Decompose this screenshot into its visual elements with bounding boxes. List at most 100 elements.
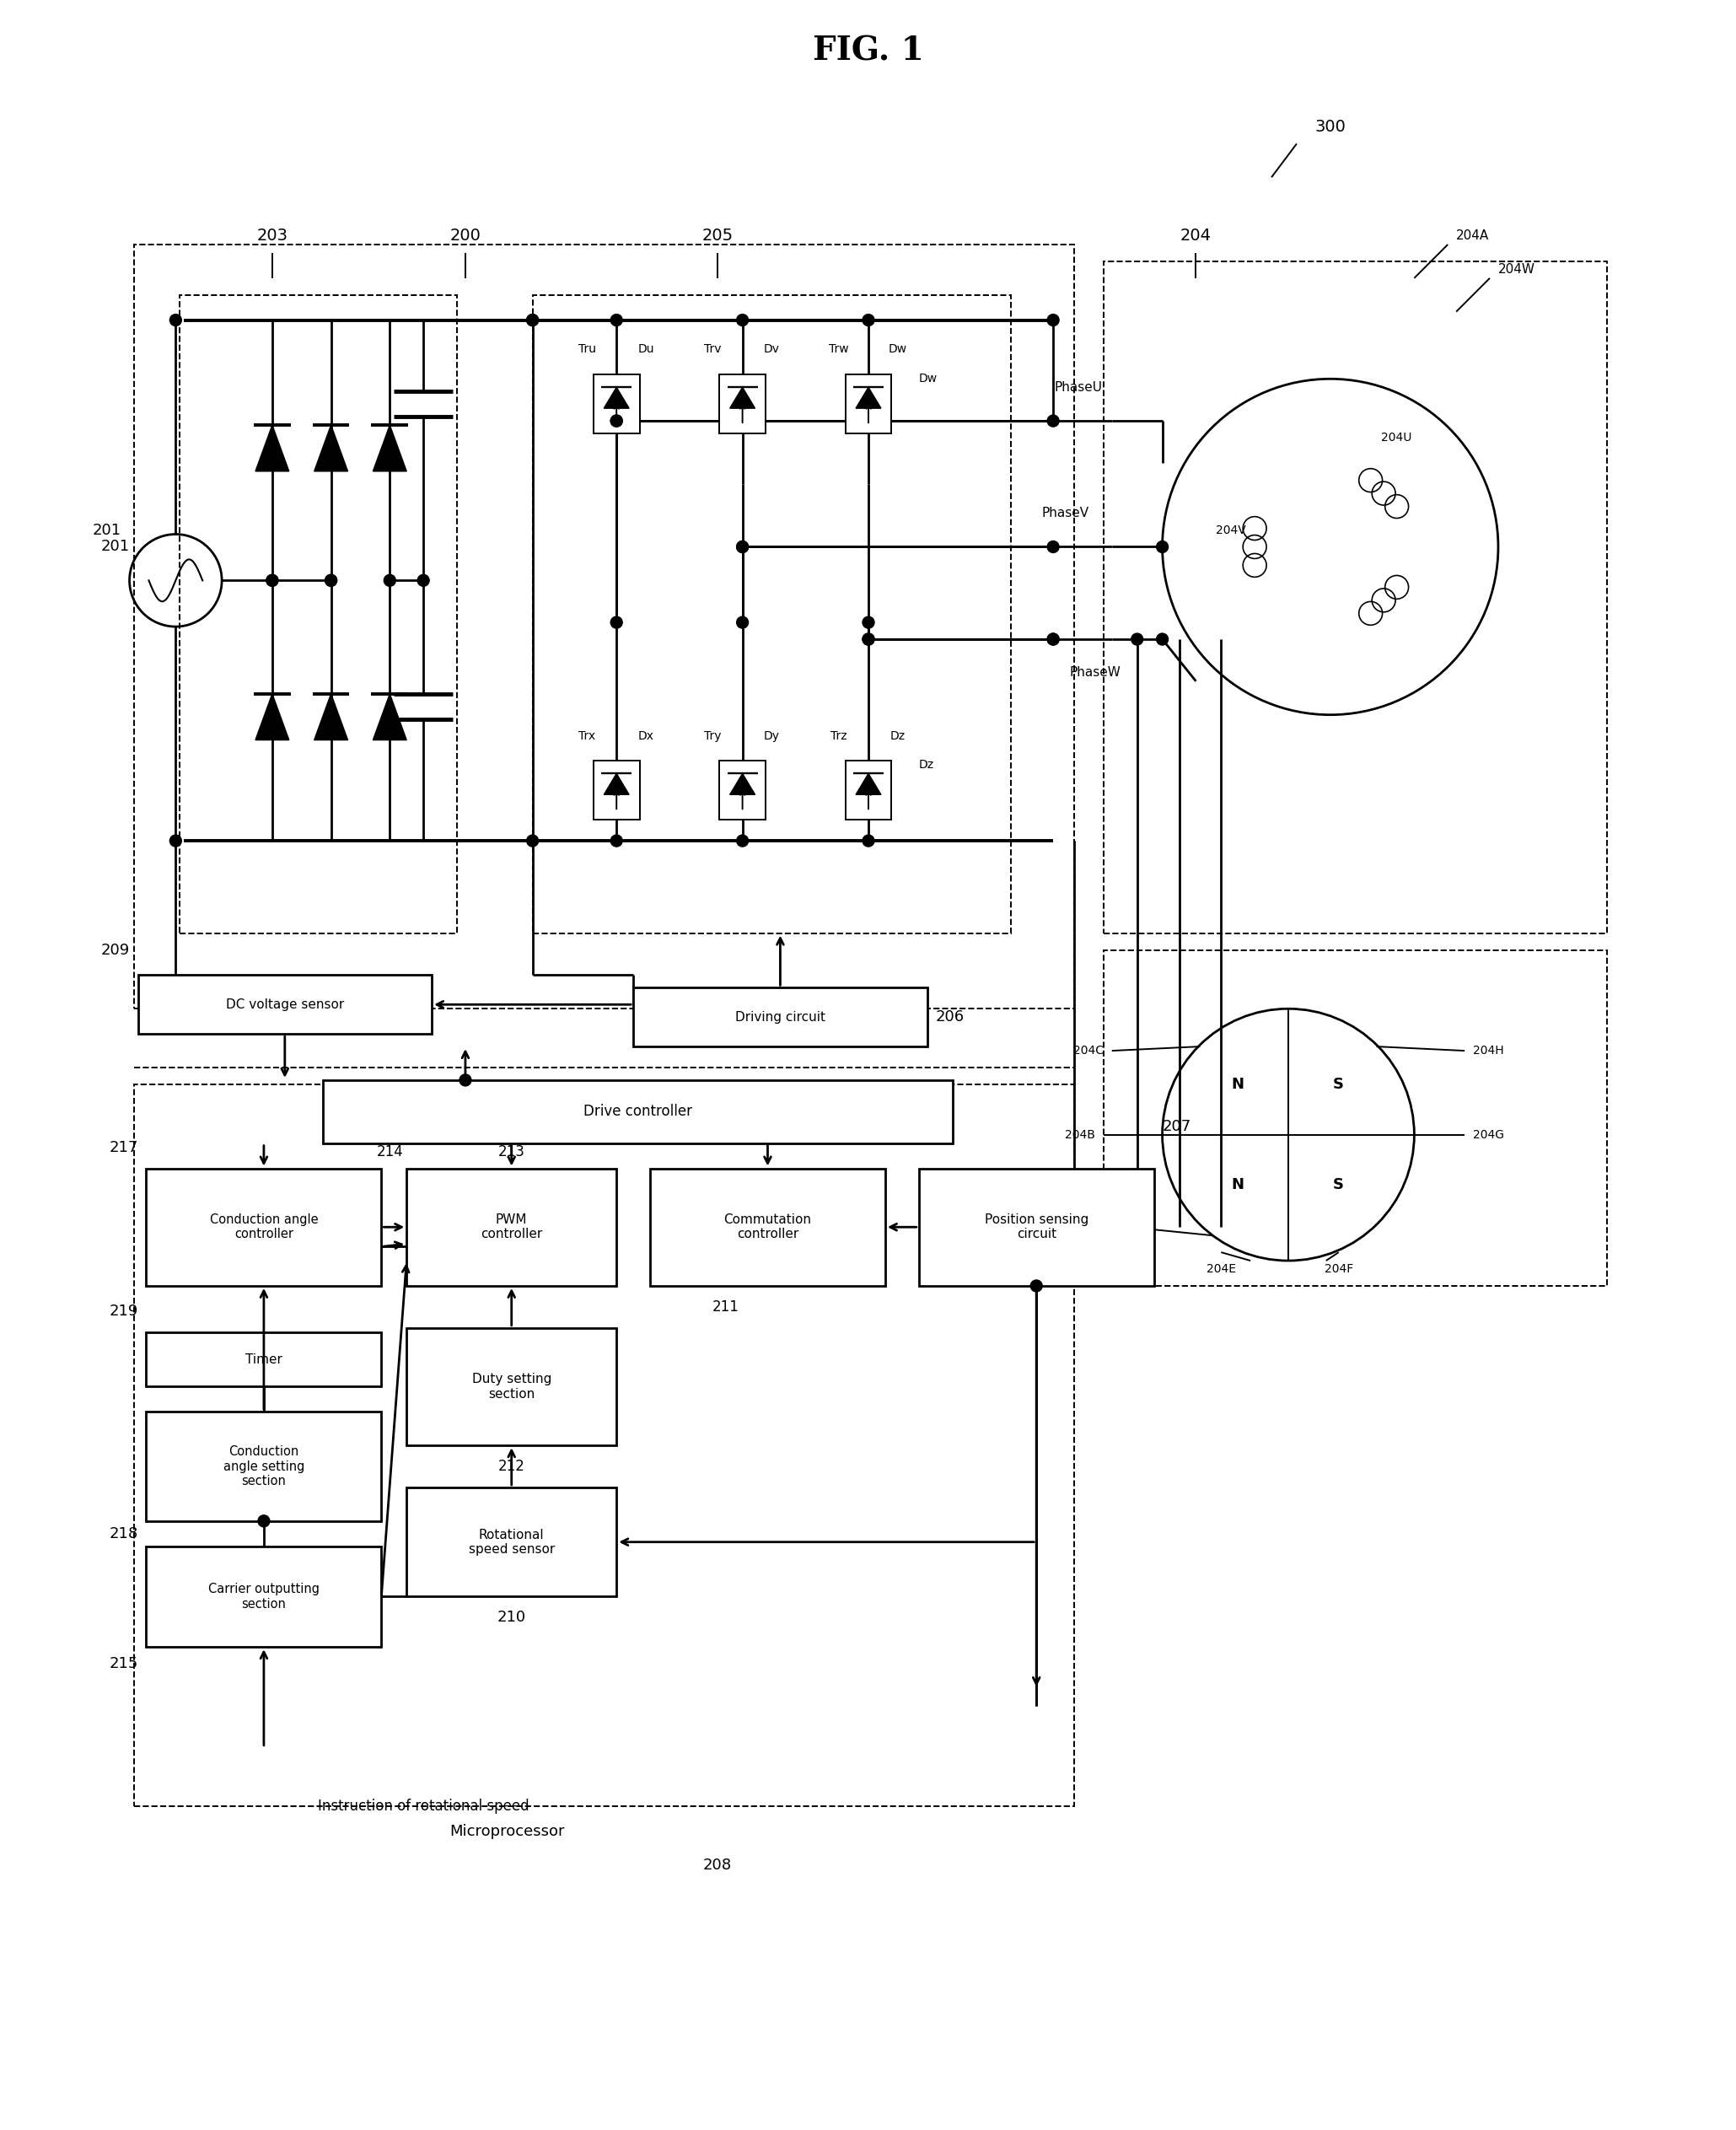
- Text: 211: 211: [712, 1299, 740, 1314]
- Text: 204U: 204U: [1380, 432, 1411, 443]
- Text: Carrier outputting
section: Carrier outputting section: [208, 1583, 319, 1610]
- Circle shape: [266, 575, 278, 586]
- Circle shape: [170, 835, 182, 846]
- Bar: [845, 760, 892, 820]
- Bar: [1104, 262, 1608, 933]
- Circle shape: [863, 616, 875, 628]
- Text: 217: 217: [109, 1140, 137, 1154]
- Polygon shape: [314, 426, 347, 471]
- Polygon shape: [729, 773, 755, 794]
- Circle shape: [1047, 315, 1059, 326]
- Bar: [719, 375, 766, 435]
- Circle shape: [736, 541, 748, 552]
- Text: PhaseV: PhaseV: [1042, 507, 1090, 520]
- Circle shape: [460, 1074, 470, 1086]
- Text: Drive controller: Drive controller: [583, 1103, 693, 1118]
- Text: Commutation
controller: Commutation controller: [724, 1214, 811, 1242]
- Text: PhaseU: PhaseU: [1054, 381, 1102, 394]
- Polygon shape: [314, 694, 347, 739]
- Text: Instruction of rotational speed: Instruction of rotational speed: [318, 1800, 529, 1815]
- Text: 212: 212: [498, 1459, 524, 1474]
- Bar: [594, 375, 639, 435]
- Text: Dw: Dw: [889, 343, 908, 356]
- Polygon shape: [604, 773, 628, 794]
- Text: 204E: 204E: [1207, 1263, 1236, 1276]
- Text: 210: 210: [496, 1610, 526, 1625]
- Circle shape: [611, 315, 623, 326]
- Bar: [146, 1546, 382, 1646]
- Polygon shape: [604, 388, 628, 409]
- Circle shape: [1047, 415, 1059, 426]
- Bar: [918, 1167, 1154, 1287]
- Circle shape: [384, 575, 396, 586]
- Text: 208: 208: [703, 1857, 731, 1872]
- Bar: [181, 294, 457, 933]
- Text: 201: 201: [101, 539, 130, 554]
- Circle shape: [611, 835, 623, 846]
- Circle shape: [736, 616, 748, 628]
- Circle shape: [417, 575, 429, 586]
- Circle shape: [863, 835, 875, 846]
- Text: Dw: Dw: [918, 373, 937, 386]
- Circle shape: [526, 315, 538, 326]
- Circle shape: [1132, 633, 1142, 645]
- Text: Try: Try: [705, 731, 722, 741]
- Bar: [594, 760, 639, 820]
- Text: 206: 206: [936, 1010, 965, 1025]
- Text: 300: 300: [1314, 119, 1345, 134]
- Text: Conduction angle
controller: Conduction angle controller: [210, 1214, 318, 1242]
- Text: 201: 201: [92, 522, 122, 537]
- Text: Microprocessor: Microprocessor: [450, 1823, 564, 1840]
- Text: Trw: Trw: [830, 343, 849, 356]
- Bar: [134, 245, 1075, 1010]
- Bar: [146, 1331, 382, 1387]
- Text: N: N: [1231, 1078, 1245, 1093]
- Circle shape: [1031, 1280, 1042, 1291]
- Circle shape: [611, 415, 623, 426]
- Text: 204F: 204F: [1325, 1263, 1352, 1276]
- Text: 204W: 204W: [1498, 264, 1535, 277]
- Polygon shape: [373, 426, 406, 471]
- Text: Dx: Dx: [637, 731, 654, 741]
- Circle shape: [526, 835, 538, 846]
- Text: S: S: [1333, 1178, 1344, 1193]
- Circle shape: [611, 616, 623, 628]
- Bar: [406, 1487, 616, 1598]
- Text: Trz: Trz: [832, 731, 847, 741]
- Circle shape: [863, 633, 875, 645]
- Text: 214: 214: [377, 1144, 403, 1159]
- Text: Rotational
speed sensor: Rotational speed sensor: [469, 1529, 554, 1555]
- Bar: [406, 1167, 616, 1287]
- Text: Position sensing
circuit: Position sensing circuit: [984, 1214, 1088, 1242]
- Text: 200: 200: [450, 228, 481, 245]
- Circle shape: [1156, 633, 1168, 645]
- Circle shape: [526, 315, 538, 326]
- Circle shape: [1047, 633, 1059, 645]
- Circle shape: [170, 315, 182, 326]
- Circle shape: [259, 1514, 269, 1527]
- Text: 207: 207: [1163, 1118, 1191, 1133]
- Polygon shape: [729, 388, 755, 409]
- Text: PWM
controller: PWM controller: [481, 1214, 542, 1242]
- Text: DC voltage sensor: DC voltage sensor: [226, 999, 344, 1012]
- Circle shape: [1156, 541, 1168, 552]
- Text: Conduction
angle setting
section: Conduction angle setting section: [224, 1446, 304, 1487]
- Circle shape: [325, 575, 337, 586]
- Text: FIG. 1: FIG. 1: [812, 36, 924, 68]
- Text: 219: 219: [109, 1304, 137, 1318]
- Bar: [649, 1167, 885, 1287]
- Circle shape: [736, 315, 748, 326]
- Polygon shape: [856, 388, 880, 409]
- Bar: [634, 988, 927, 1046]
- Text: N: N: [1231, 1178, 1245, 1193]
- Circle shape: [1047, 633, 1059, 645]
- Text: Duty setting
section: Duty setting section: [472, 1374, 552, 1399]
- Text: 204G: 204G: [1474, 1129, 1503, 1140]
- Polygon shape: [856, 773, 880, 794]
- Text: Trx: Trx: [578, 731, 595, 741]
- Circle shape: [325, 575, 337, 586]
- Text: 204H: 204H: [1474, 1046, 1503, 1056]
- Text: Driving circuit: Driving circuit: [734, 1012, 825, 1022]
- Circle shape: [736, 541, 748, 552]
- Text: 204A: 204A: [1457, 230, 1489, 243]
